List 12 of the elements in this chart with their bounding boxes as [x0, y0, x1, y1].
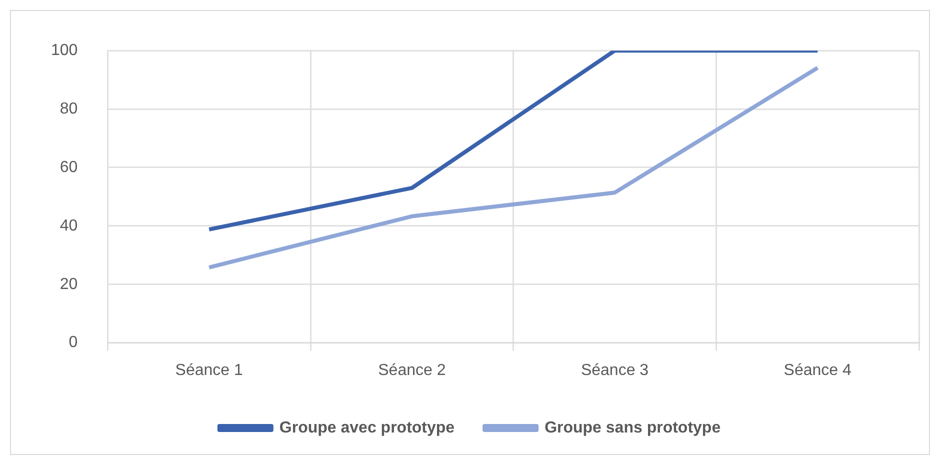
legend-label: Groupe avec prototype: [279, 419, 455, 436]
y-tick-label: 0: [68, 334, 78, 352]
x-tick-label: Séance 3: [580, 362, 649, 379]
y-tick-label: 40: [60, 217, 78, 234]
legend-label: Groupe sans prototype: [544, 419, 721, 436]
y-tick-label: 20: [60, 276, 78, 293]
y-tick-label: 100: [50, 42, 78, 60]
x-tick-label: Séance 2: [378, 362, 446, 379]
y-tick-label: 80: [60, 100, 78, 118]
y-tick-label: 60: [60, 158, 78, 176]
x-tick-label: Séance 4: [784, 362, 852, 379]
x-tick-label: Séance 1: [175, 362, 244, 379]
